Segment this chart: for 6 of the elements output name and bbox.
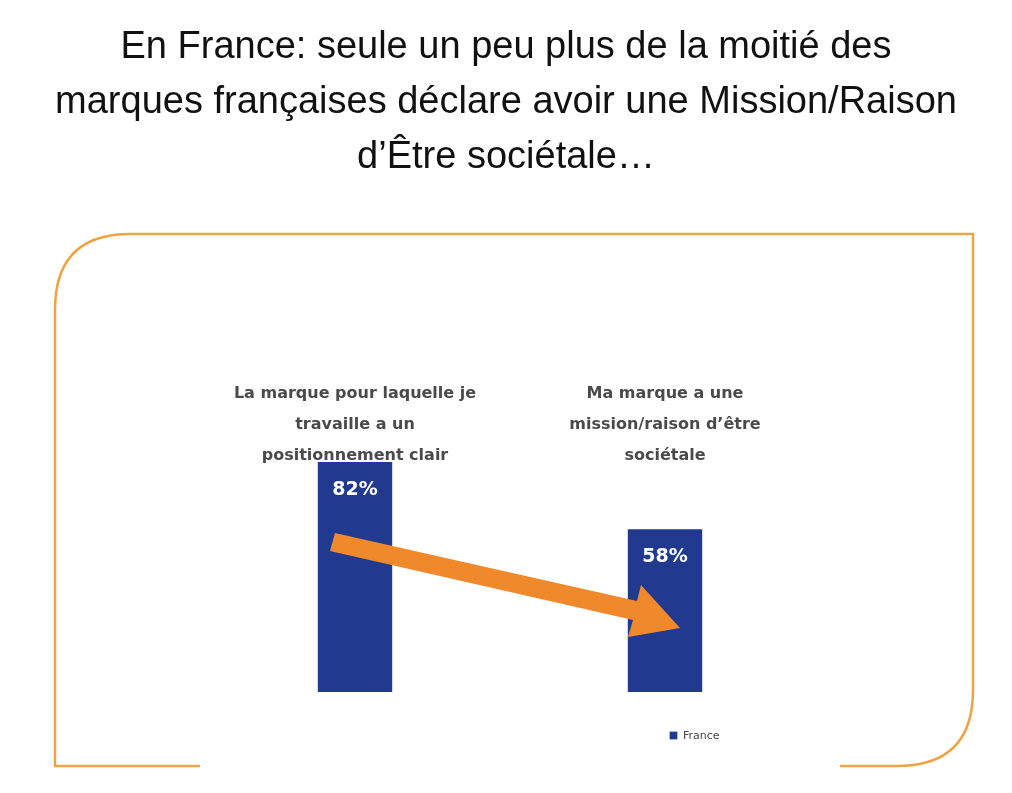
legend-label: France — [683, 728, 720, 742]
data-label: 58% — [642, 544, 688, 567]
x-tick-label: Ma marque a une mission/raison d’être sociétale — [569, 382, 761, 464]
x-tick-label: La marque pour laquelle je travaille a un positionnement clair — [233, 382, 477, 464]
chart-title: En France: seule un peu plus de la moitié des marques françaises déclare avoir une Mission/Raison d’Être sociétale… — [54, 23, 958, 178]
data-label: 82% — [332, 477, 378, 499]
